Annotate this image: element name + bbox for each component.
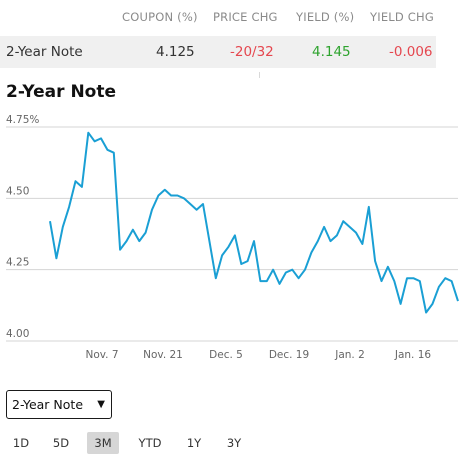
chart-x-ticks: Nov. 7 Nov. 21 Dec. 5 Dec. 19 Jan. 2 Jan. 16 — [85, 349, 431, 361]
yield-chg-value: -0.006 — [389, 44, 433, 60]
yield-line — [49, 131, 459, 314]
chart-grid — [6, 126, 458, 342]
y-tick-label: 4.25 — [6, 257, 29, 269]
instrument-select-value: 2-Year Note — [12, 397, 84, 412]
range-3m-button[interactable]: 3M — [87, 432, 119, 454]
header-yield-chg: YIELD CHG — [370, 10, 434, 24]
x-tick-label: Nov. 21 — [143, 349, 183, 361]
instrument-select[interactable]: 2-Year Note ▼ — [6, 390, 112, 419]
x-tick-label: Dec. 19 — [269, 349, 309, 361]
range-3y-button[interactable]: 3Y — [226, 436, 242, 450]
range-5d-button[interactable]: 5D — [52, 436, 70, 450]
header-coupon: COUPON (%) — [122, 10, 198, 24]
x-tick-label: Nov. 7 — [85, 349, 118, 361]
chart-y-ticks: 4.75% 4.50 4.25 4.00 — [6, 114, 39, 340]
x-tick-label: Dec. 5 — [209, 349, 243, 361]
coupon-value: 4.125 — [156, 44, 195, 60]
price-chg-value: -20/32 — [230, 44, 274, 60]
header-price-chg: PRICE CHG — [213, 10, 278, 24]
chart-title: 2-Year Note — [6, 82, 117, 102]
quote-row — [0, 36, 436, 68]
y-tick-label: 4.50 — [6, 185, 29, 197]
yield-chart: 4.75% 4.50 4.25 4.00 Nov. 7 Nov. 21 Dec. 5 Dec… — [6, 114, 459, 361]
y-tick-label: 4.75% — [6, 114, 39, 126]
y-tick-label: 4.00 — [6, 328, 29, 340]
x-tick-label: Jan. 16 — [394, 349, 432, 361]
x-tick-label: Jan. 2 — [334, 349, 365, 361]
yield-value: 4.145 — [312, 44, 351, 60]
range-1y-button[interactable]: 1Y — [186, 436, 202, 450]
chevron-down-icon: ▼ — [97, 399, 105, 410]
instrument-name: 2-Year Note — [6, 44, 83, 60]
range-1d-button[interactable]: 1D — [12, 436, 30, 450]
header-yield: YIELD (%) — [296, 10, 355, 24]
range-ytd-button[interactable]: YTD — [138, 436, 162, 450]
row-divider — [259, 72, 260, 78]
